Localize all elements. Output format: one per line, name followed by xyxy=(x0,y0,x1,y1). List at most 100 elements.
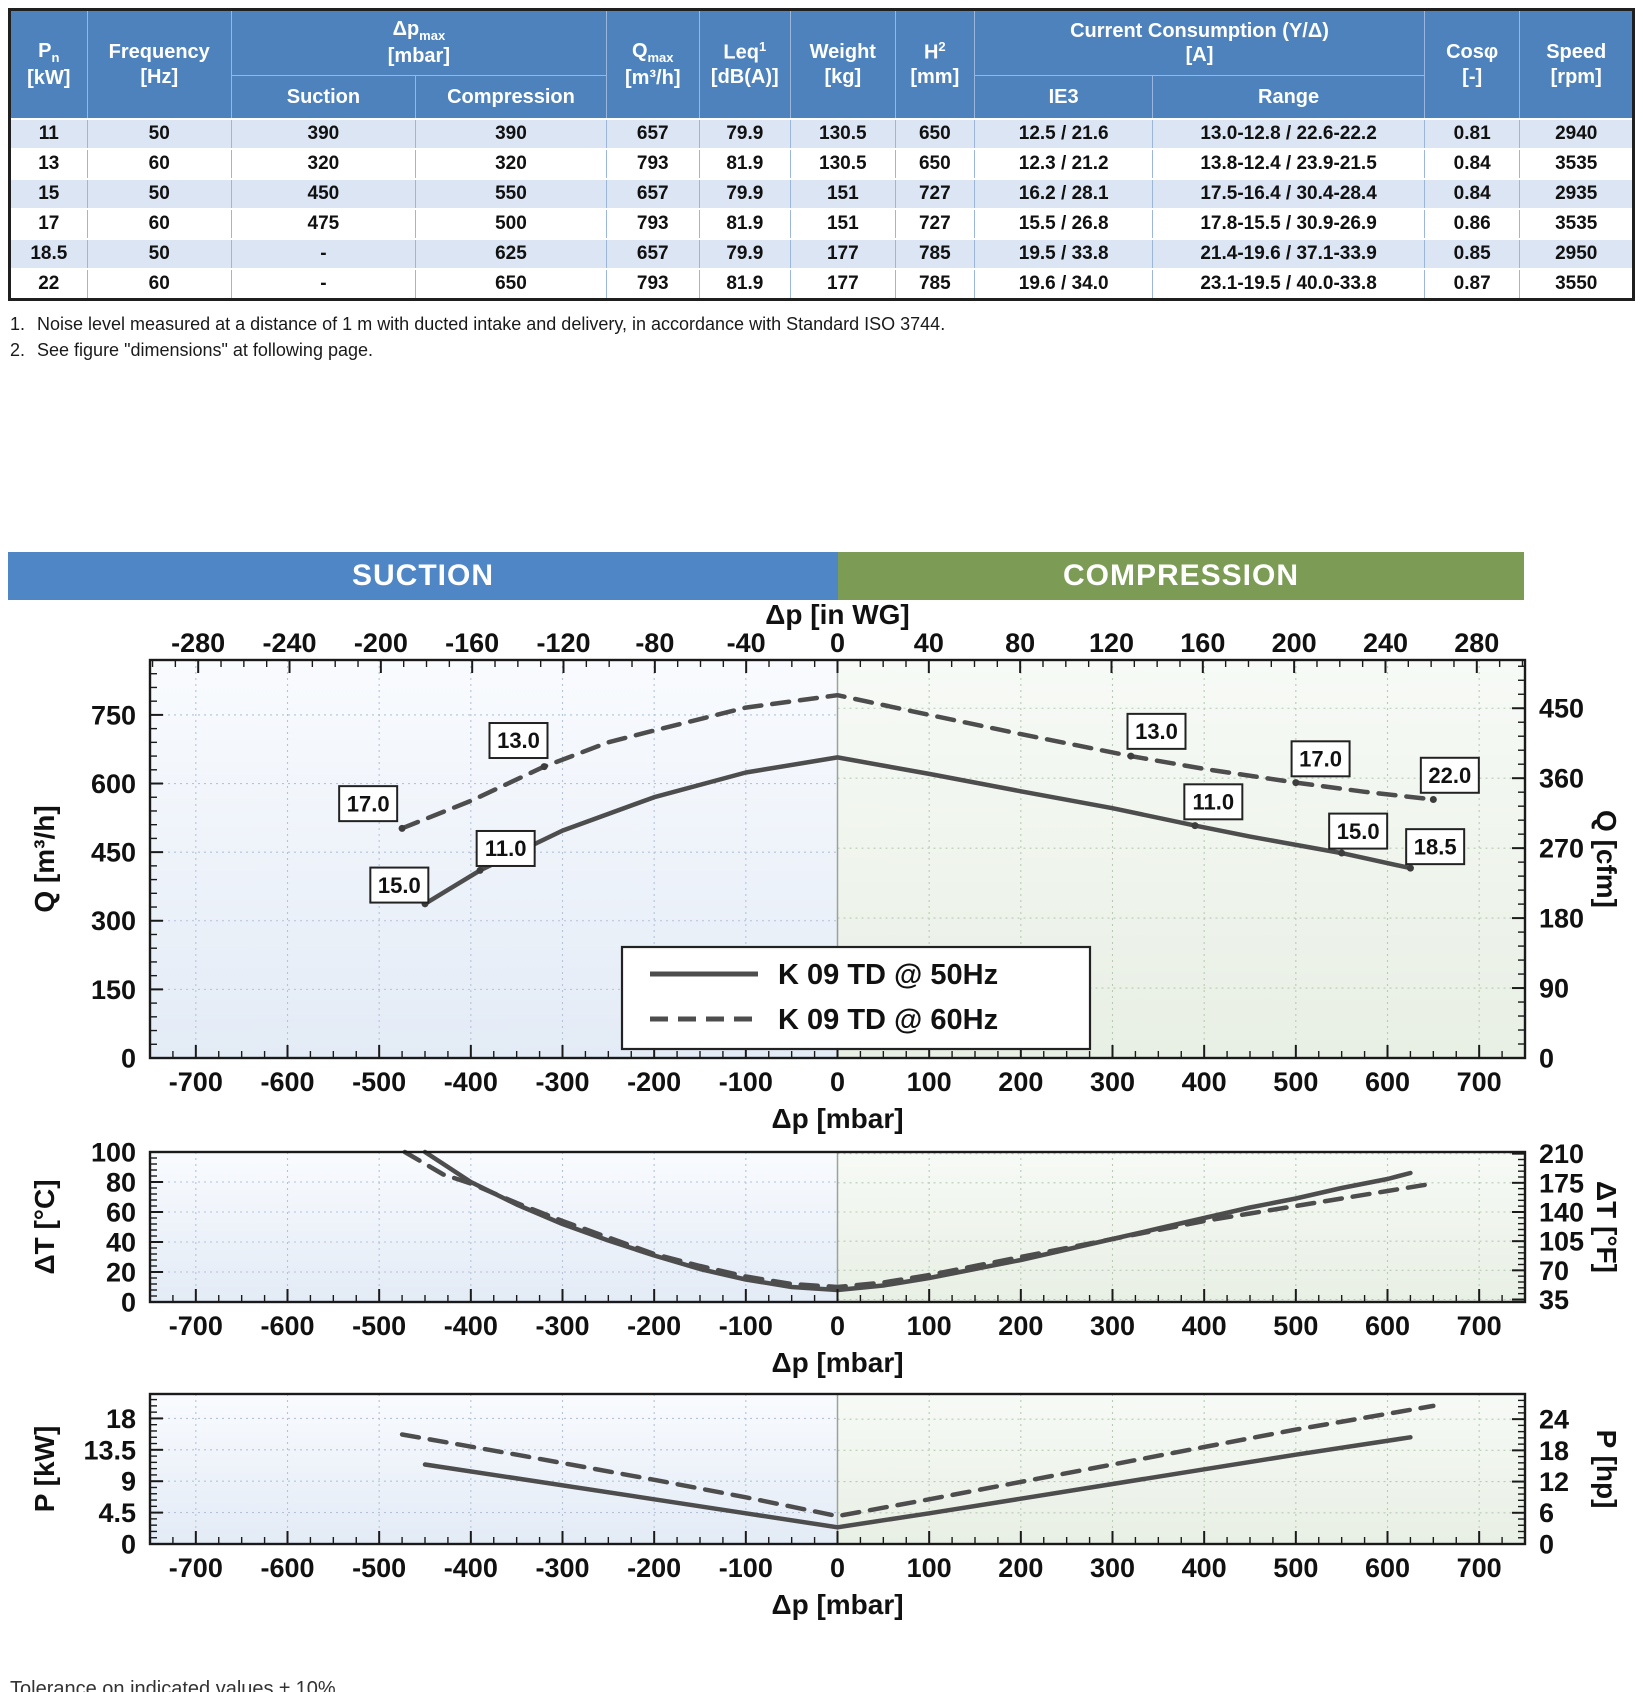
table-cell: 81.9 xyxy=(698,208,792,239)
x-tick-label: 700 xyxy=(1457,1067,1502,1097)
curve-60hz xyxy=(399,692,1436,831)
curve-50hz xyxy=(422,755,1413,907)
y2-axis-title: Q [cfm] xyxy=(1591,810,1622,908)
x-axis-title: Δp [mbar] xyxy=(771,1347,903,1378)
top-tick-label: 120 xyxy=(1089,628,1134,658)
top-tick-label: 40 xyxy=(914,628,944,658)
legend-box xyxy=(620,945,1092,1051)
x-tick-label: -500 xyxy=(352,1553,406,1583)
sub-column-header: IE3 xyxy=(974,75,1154,120)
x-tick-label: -500 xyxy=(352,1311,406,1341)
table-cell: 79.9 xyxy=(698,238,792,269)
y2-axis-title: ΔT [°F] xyxy=(1591,1181,1622,1273)
table-cell: 22 xyxy=(9,268,88,300)
top-tick-label: -120 xyxy=(536,628,590,658)
y-tick-label: 0 xyxy=(121,1043,136,1073)
top-tick-label: 160 xyxy=(1180,628,1225,658)
x-tick-label: -700 xyxy=(169,1553,223,1583)
table-cell: 79.9 xyxy=(698,118,792,149)
table-cell: 60 xyxy=(86,268,232,300)
curve-point-marker xyxy=(540,763,548,771)
compression-background xyxy=(837,1152,1525,1302)
table-row: 17 60 475 500 793 81.9 151 727 15.5 / 26.8 17.8-1… xyxy=(9,208,1634,239)
sub-column-header: Suction xyxy=(230,75,416,120)
header-row-2: Suction Compression IE3 Range xyxy=(10,75,1634,120)
x-tick-label: 200 xyxy=(998,1553,1043,1583)
x-tick-label: -400 xyxy=(444,1553,498,1583)
y2-tick-label: 0 xyxy=(1539,1529,1554,1559)
curve-point-marker xyxy=(1292,779,1300,787)
curve-point-marker xyxy=(1127,752,1135,760)
y-tick-label: 0 xyxy=(121,1529,136,1559)
suction-background xyxy=(150,1152,838,1302)
table-cell: 3550 xyxy=(1519,268,1634,300)
x-tick-label: -500 xyxy=(352,1067,406,1097)
y-axis-title: ΔT [°C] xyxy=(29,1179,60,1274)
curve-point-marker xyxy=(1191,822,1199,830)
x-axis-title: Δp [mbar] xyxy=(771,1589,903,1620)
table-cell: 500 xyxy=(414,208,607,239)
x-tick-label: -600 xyxy=(260,1553,314,1583)
power-label-box xyxy=(488,722,549,760)
temperature-rise-chart: -700 -600 -500 -400 -300 -200 -100 0 100 200 300 40… xyxy=(29,1140,1622,1378)
y-tick-label: 13.5 xyxy=(83,1435,136,1465)
top-tick-label: 240 xyxy=(1363,628,1408,658)
table-cell: 727 xyxy=(894,178,976,209)
x-tick-label: 400 xyxy=(1182,1311,1227,1341)
x-tick-label: 100 xyxy=(907,1067,952,1097)
axis-ticks xyxy=(149,659,1526,1059)
table-cell: 12.5 / 21.6 xyxy=(974,118,1154,149)
table-row: 22 60-650 793 81.9 177 785 19.6 / 34.0 23.1-19.… xyxy=(9,268,1634,300)
curve-60hz xyxy=(402,1149,1436,1290)
power-label-text: 11.0 xyxy=(485,836,527,861)
x-tick-label: 200 xyxy=(998,1067,1043,1097)
y-axis-title: P [kW] xyxy=(29,1426,60,1513)
table-cell: 17.5-16.4 / 30.4-28.4 xyxy=(1152,178,1425,209)
table-row: 11 50 390 390 657 79.9 130.5 650 12.5 / 21.6 13.0… xyxy=(9,118,1634,149)
column-header: Weight [kg] xyxy=(790,9,896,120)
table-cell: 19.5 / 33.8 xyxy=(974,238,1154,269)
x-tick-label: 100 xyxy=(907,1311,952,1341)
table-cell: 19.6 / 34.0 xyxy=(974,268,1154,300)
footnote-text: Noise level measured at a distance of 1 … xyxy=(37,314,946,334)
x-tick-label: -100 xyxy=(719,1067,773,1097)
y2-tick-label: 210 xyxy=(1539,1140,1584,1169)
table-cell: 177 xyxy=(790,268,896,300)
curve-point-marker xyxy=(1429,796,1437,804)
y2-axis-title: P [hp] xyxy=(1591,1430,1622,1509)
power-label-box xyxy=(475,829,536,867)
footnote-number: 2. xyxy=(10,340,26,360)
top-tick-label: 0 xyxy=(830,628,845,658)
footnotes: 1. Noise level measured at a distance of … xyxy=(10,314,945,366)
table-cell: 13.0-12.8 / 22.6-22.2 xyxy=(1152,118,1425,149)
y2-tick-label: 180 xyxy=(1539,904,1584,934)
x-tick-label: 400 xyxy=(1182,1553,1227,1583)
power-label-box xyxy=(1126,712,1187,750)
table-row: 18.5 50-625 657 79.9 177 785 19.5 / 33.8 21.4-1… xyxy=(9,238,1634,269)
power-label-text: 11.0 xyxy=(1193,790,1235,815)
x-tick-label: 500 xyxy=(1273,1067,1318,1097)
x-tick-label: -200 xyxy=(627,1553,681,1583)
x-tick-label: -600 xyxy=(260,1311,314,1341)
top-tick-label: -40 xyxy=(727,628,766,658)
y-tick-label: 0 xyxy=(121,1287,136,1317)
x-tick-label: -300 xyxy=(535,1311,589,1341)
legend-label: K 09 TD @ 60Hz xyxy=(778,1004,998,1036)
x-tick-label: 400 xyxy=(1182,1067,1227,1097)
footnote-number: 1. xyxy=(10,314,26,334)
column-header: Δpmax [mbar] xyxy=(230,9,607,76)
table-cell: 151 xyxy=(790,178,896,209)
x-tick-label: -100 xyxy=(719,1311,773,1341)
table-cell: 475 xyxy=(230,208,416,239)
y2-tick-label: 6 xyxy=(1539,1498,1554,1528)
top-tick-label: 200 xyxy=(1272,628,1317,658)
legend-label: K 09 TD @ 50Hz xyxy=(778,959,998,991)
table-header: Pn [kW] Frequency [Hz] Δpmax [mbar] Qmax [m³/h]… xyxy=(9,9,1634,120)
table-cell: 0.86 xyxy=(1423,208,1521,239)
table-cell: 13.8-12.4 / 23.9-21.5 xyxy=(1152,148,1425,179)
y2-tick-label: 175 xyxy=(1539,1168,1584,1198)
power-label-box xyxy=(1405,828,1466,866)
power-chart: -700 -600 -500 -400 -300 -200 -100 0 100 200 300 40… xyxy=(29,1392,1622,1620)
table-cell: 15.5 / 26.8 xyxy=(974,208,1154,239)
